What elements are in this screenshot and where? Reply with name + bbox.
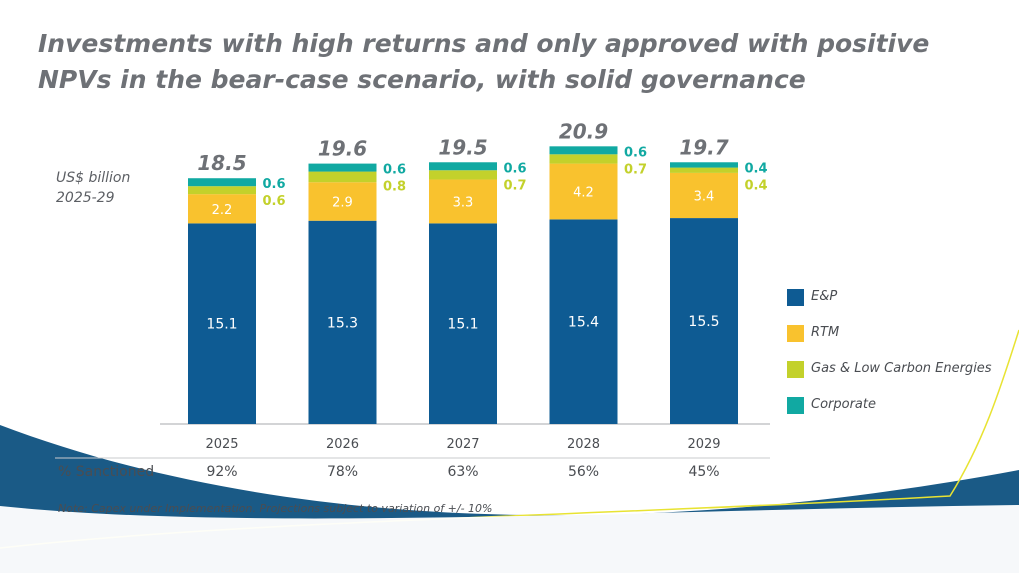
value-label-gas-2029: 0.4 [744, 178, 767, 193]
x-tick-label-2028: 2028 [567, 437, 600, 452]
value-label-ep-2026: 15.3 [327, 315, 358, 331]
x-tick-label-2025: 2025 [205, 437, 238, 452]
sanctioned-value-2025: 92% [206, 464, 237, 480]
bars-group [188, 146, 738, 424]
bar-gas-2025 [188, 186, 256, 195]
value-label-ep-2029: 15.5 [688, 314, 719, 330]
bar-ep-2025 [188, 223, 256, 424]
page-title-line2: NPVs in the bear-case scenario, with sol… [38, 65, 806, 94]
page-title-line1: Investments with high returns and only a… [38, 29, 930, 58]
total-label-2026: 19.6 [318, 137, 367, 161]
legend-swatch-rtm [787, 325, 804, 342]
bar-ep-2026 [308, 220, 377, 424]
total-label-2028: 20.9 [559, 119, 608, 143]
bar-rtm-2026 [308, 182, 377, 221]
bar-corporate-2028 [549, 146, 618, 155]
legend-swatch-corporate [787, 397, 804, 414]
bar-gas-2027 [429, 170, 497, 180]
legend-label-gas: Gas & Low Carbon Energies [811, 361, 992, 376]
x-tick-label-2026: 2026 [326, 437, 359, 452]
bar-corporate-2026 [308, 163, 377, 172]
bar-gas-2026 [308, 171, 377, 183]
bar-rtm-2027 [429, 179, 497, 224]
sanctioned-value-2028: 56% [568, 464, 599, 480]
value-label-gas-2025: 0.6 [262, 194, 285, 209]
value-label-rtm-2025: 2.2 [212, 203, 233, 218]
value-label-corporate-2026: 0.6 [383, 163, 406, 178]
value-label-corporate-2028: 0.6 [624, 145, 647, 160]
bar-corporate-2027 [429, 162, 497, 171]
bar-corporate-2029 [670, 162, 738, 168]
value-label-corporate-2029: 0.4 [744, 161, 767, 176]
legend-label-corporate: Corporate [811, 397, 876, 412]
value-label-corporate-2025: 0.6 [262, 177, 285, 192]
value-label-corporate-2027: 0.6 [503, 161, 526, 176]
value-label-gas-2028: 0.7 [624, 162, 647, 177]
bar-ep-2027 [429, 223, 497, 424]
bar-rtm-2025 [188, 194, 256, 224]
legend-swatch-ep [787, 289, 804, 306]
unit-label-line2: 2025-29 [56, 190, 115, 206]
total-label-2027: 19.5 [438, 135, 487, 159]
value-label-gas-2027: 0.7 [503, 178, 526, 193]
unit-label: US$ billion 2025-29 [56, 168, 130, 208]
page-title: Investments with high returns and only a… [38, 26, 998, 98]
legend-swatch-gas [787, 361, 804, 378]
sanctioned-value-2027: 63% [447, 464, 478, 480]
bar-ep-2029 [670, 218, 738, 424]
bar-rtm-2029 [670, 172, 738, 219]
bar-rtm-2028 [549, 163, 618, 220]
bar-corporate-2025 [188, 178, 256, 187]
x-tick-label-2027: 2027 [446, 437, 479, 452]
value-label-ep-2028: 15.4 [568, 315, 599, 331]
value-label-gas-2026: 0.8 [383, 180, 406, 195]
value-label-ep-2027: 15.1 [447, 317, 478, 333]
labels-group: 15.1 2.2 0.6 0.6 18.5 2025 92% 15.3 2.9 0.6 0.8 19.… [197, 119, 767, 480]
legend-label-rtm: RTM [811, 325, 840, 340]
bar-ep-2028 [549, 219, 618, 424]
sanctioned-label: % Sanctioned [58, 464, 154, 480]
bar-gas-2028 [549, 154, 618, 164]
value-label-rtm-2027: 3.3 [453, 195, 474, 210]
total-label-2025: 18.5 [197, 151, 246, 175]
x-tick-label-2029: 2029 [687, 437, 720, 452]
unit-label-line1: US$ billion [56, 170, 131, 186]
sanctioned-value-2029: 45% [688, 464, 719, 480]
value-label-rtm-2026: 2.9 [332, 195, 353, 210]
value-label-rtm-2029: 3.4 [694, 189, 715, 204]
total-label-2029: 19.7 [679, 135, 728, 159]
footnote: Note: Capex under Implementation. Projec… [58, 502, 493, 515]
sanctioned-value-2026: 78% [327, 464, 358, 480]
value-label-ep-2025: 15.1 [206, 317, 237, 333]
white-wave [0, 505, 1019, 573]
bar-gas-2029 [670, 167, 738, 173]
value-label-rtm-2028: 4.2 [573, 186, 594, 201]
legend-label-ep: E&P [811, 289, 838, 304]
